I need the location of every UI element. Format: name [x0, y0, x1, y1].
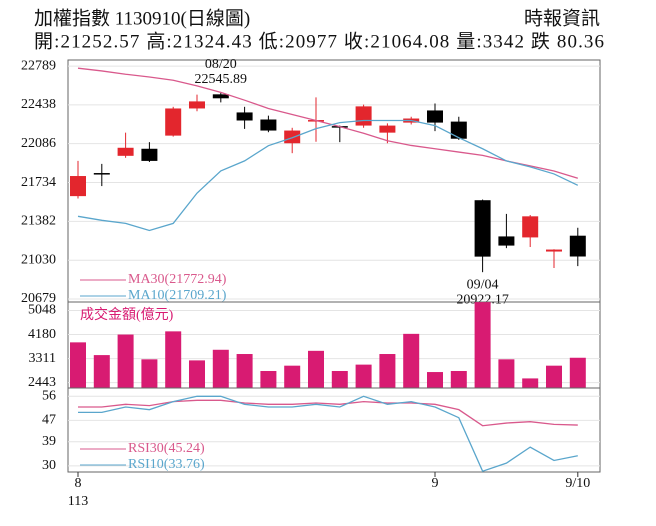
- y-tick-label: 39: [42, 434, 56, 449]
- bar: [70, 342, 86, 388]
- candle-body: [498, 236, 515, 246]
- bar: [403, 333, 420, 388]
- candle-body: [260, 119, 277, 131]
- y-tick-label: 22438: [21, 97, 56, 112]
- y-tick-label: 22086: [21, 136, 56, 151]
- panel-frame: [67, 59, 601, 303]
- bar: [212, 349, 229, 388]
- y-tick-label: 21030: [21, 252, 56, 267]
- y-tick-label: 47: [42, 413, 56, 428]
- bar: [522, 378, 539, 388]
- bar: [427, 372, 443, 388]
- legend-label: MA10(21709.21): [128, 288, 227, 303]
- bar: [236, 354, 253, 388]
- y-tick-label: 22789: [21, 58, 56, 73]
- bar: [189, 360, 205, 388]
- bar: [474, 302, 491, 388]
- chart-title: 加權指數 1130910(日線圖): [34, 7, 250, 29]
- candle-body: [141, 148, 158, 161]
- year-label: 113: [68, 494, 88, 509]
- annotation-date: 08/20: [205, 57, 237, 72]
- bar: [331, 370, 348, 388]
- y-tick-label: 21734: [21, 175, 56, 190]
- candle-body: [379, 125, 396, 133]
- bar: [498, 359, 515, 388]
- bar: [546, 365, 562, 388]
- bar: [450, 370, 467, 388]
- bar: [117, 334, 134, 388]
- bar: [141, 359, 158, 388]
- candle-body: [165, 108, 182, 136]
- candle-body: [284, 130, 301, 144]
- legend-label: MA30(21772.94): [128, 272, 227, 287]
- source: 時報資訊: [524, 7, 600, 29]
- candle-body: [450, 121, 467, 139]
- y-tick-label: 21382: [21, 214, 56, 229]
- candle-body: [212, 94, 229, 99]
- y-tick-label: 2443: [28, 375, 56, 390]
- annotation-date: 09/04: [467, 277, 499, 292]
- y-tick-label: 30: [42, 458, 56, 473]
- y-tick-label: 5048: [28, 303, 56, 318]
- candle-body: [355, 106, 372, 126]
- y-tick-label: 56: [42, 389, 56, 404]
- candle-body: [236, 112, 253, 121]
- legend-label: RSI10(33.76): [128, 457, 205, 472]
- series-line: [78, 395, 578, 473]
- series-line: [77, 119, 579, 232]
- annotation-value: 22545.89: [195, 72, 248, 87]
- bar: [93, 355, 110, 388]
- y-tick-label: 20679: [21, 291, 56, 306]
- bar: [260, 370, 277, 388]
- candle-body: [70, 176, 86, 197]
- series-line: [78, 399, 578, 427]
- annotation-value: 20922.17: [456, 292, 509, 307]
- bar: [308, 350, 324, 388]
- bar: [379, 354, 396, 388]
- x-tick-label: 9: [432, 476, 439, 491]
- candle-body: [117, 147, 134, 156]
- candle-body: [93, 173, 110, 175]
- candle-body: [427, 110, 443, 123]
- x-tick-label: 9/10: [565, 476, 590, 491]
- y-tick-label: 3311: [29, 351, 56, 366]
- bar: [284, 365, 301, 388]
- candle-body: [474, 200, 491, 257]
- series-line: [77, 67, 578, 179]
- candle-body: [189, 101, 205, 109]
- bar: [355, 364, 372, 388]
- x-tick-label: 8: [75, 476, 82, 491]
- candle-body: [569, 235, 586, 257]
- candle-body: [546, 249, 562, 252]
- y-tick-label: 4180: [28, 327, 56, 342]
- bar: [165, 331, 182, 388]
- candle-body: [522, 216, 539, 238]
- panel-frame: [67, 387, 601, 473]
- bar: [569, 357, 586, 388]
- panel-title: 成交金額(億元): [80, 306, 174, 323]
- summary: 開:21252.57 高:21324.43 低:20977 收:21064.08…: [34, 30, 604, 52]
- legend-label: RSI30(45.24): [128, 441, 205, 456]
